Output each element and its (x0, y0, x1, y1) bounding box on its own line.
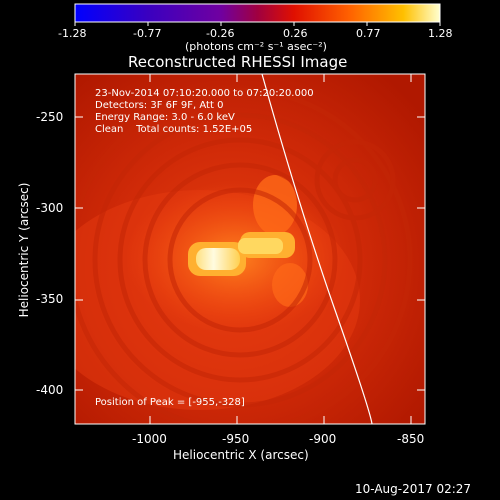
plot-frame (74, 73, 426, 425)
colorbar-tick-label: -1.28 (58, 27, 87, 40)
colorbar-tick-label: 0.26 (283, 27, 308, 40)
peak-position-label: Position of Peak = [-955,-328] (95, 397, 245, 408)
y-tick-label: -300 (36, 201, 64, 215)
y-axis-label: Heliocentric Y (arcsec) (17, 182, 31, 318)
y-axis-ticks (75, 116, 425, 391)
y-tick-label: -400 (36, 383, 64, 397)
y-tick-label: -350 (36, 292, 64, 306)
colorbar (74, 3, 441, 23)
info-energy-range: Energy Range: 3.0 - 6.0 keV (95, 112, 235, 123)
solar-limb (261, 74, 373, 424)
x-axis-ticks (149, 74, 412, 424)
y-tick-label: -250 (36, 110, 64, 124)
info-clean-counts: Clean Total counts: 1.52E+05 (95, 124, 253, 135)
x-tick-label: -950 (222, 432, 250, 446)
x-tick-label: -900 (309, 432, 337, 446)
colorbar-tick-label: 1.28 (428, 27, 453, 40)
colorbar-tick-label: -0.26 (206, 27, 235, 40)
rhessi-image (75, 74, 425, 424)
flare-source (188, 232, 295, 276)
x-tick-label: -1000 (132, 432, 167, 446)
x-axis-label: Heliocentric X (arcsec) (173, 448, 309, 462)
colorbar-ticks (74, 22, 441, 26)
plot-title: Reconstructed RHESSI Image (128, 53, 348, 71)
info-detectors: Detectors: 3F 6F 9F, Att 0 (95, 100, 224, 111)
info-time-range: 23-Nov-2014 07:10:20.000 to 07:20:20.000 (95, 88, 314, 99)
footer-timestamp: 10-Aug-2017 02:27 (355, 482, 472, 496)
x-tick-label: -850 (397, 432, 425, 446)
colorbar-units: (photons cm⁻² s⁻¹ asec⁻²) (185, 40, 327, 53)
colorbar-tick-label: -0.77 (133, 27, 162, 40)
colorbar-tick-label: 0.77 (356, 27, 381, 40)
